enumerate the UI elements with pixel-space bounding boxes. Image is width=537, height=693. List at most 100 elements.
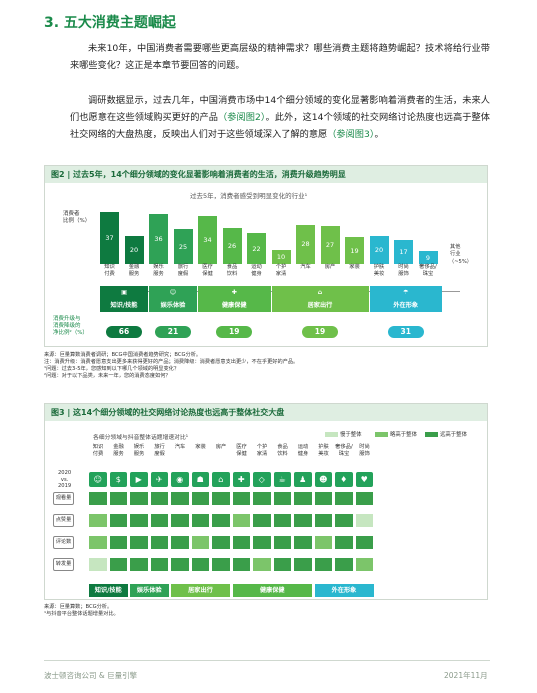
bar-category-label: 家装 (349, 264, 360, 270)
figure-2-title: 图2 | 过去5年，14个细分领域的变化显著影响着消费者的生活，消费升级趋势明显 (45, 166, 487, 183)
group-label: 知识/技能 (100, 299, 148, 312)
footer-publisher: 波士顿咨询公司 & 巨量引擎 (44, 671, 138, 680)
heatmap-cell (89, 536, 107, 549)
heatmap-category-label: 金融 服务 (113, 444, 124, 457)
heatmap-group-label: 知识/技能 (89, 584, 128, 597)
heatmap-cell (253, 492, 271, 505)
heatmap-cell (273, 536, 291, 549)
heatmap-cell (171, 492, 189, 505)
heatmap-group-label: 娱乐体验 (130, 584, 169, 597)
heatmap-cell (294, 558, 312, 571)
heatmap-row-label: 评论数 (53, 536, 74, 549)
figure-2-subtitle: 过去5年，消费者感受到明显变化的行业¹ (190, 192, 308, 200)
upgrade-ratio-value: 31 (387, 326, 424, 338)
footer-date: 2021年11月 (444, 671, 488, 680)
group-icon: ✚ (198, 286, 271, 299)
heatmap-row-label: 转发量 (53, 558, 74, 571)
upgrade-ratio-value: 19 (216, 326, 253, 338)
heatmap-cell (130, 492, 148, 505)
heatmap-cell (314, 492, 332, 505)
heatmap-group-label: 外在形象 (314, 584, 374, 597)
heatmap-cell (171, 514, 189, 527)
heatmap-cell (191, 514, 209, 527)
bar-value-label: 25 (178, 242, 188, 251)
bar-category-label: 房产 (324, 264, 336, 270)
heatmap-cell (335, 558, 353, 571)
heatmap-category-label: 医疗 保健 (236, 444, 247, 457)
bar-value-label: 10 (276, 253, 286, 261)
bar-category-label: 汽车 (300, 264, 311, 270)
intro-paragraph: 未来10年，中国消费者需要哪些更高层级的精神需求？哪些消费主题将趋势崛起？技术将… (70, 43, 490, 71)
figure-3: 图3 | 这14个细分领域的社交网络讨论热度也远高于整体社交大盘 各细分领域与抖… (44, 403, 488, 600)
heatmap-category-label: 护肤 美妆 (318, 444, 329, 457)
heatmap-cell (171, 558, 189, 571)
findings-text-a: 调研数据显示，过去几年，中国消费市场中14个细分领域的变化显著影响着消费者的生活… (70, 95, 490, 123)
bar-category-label: 个护 家清 (275, 264, 287, 277)
bar-category-label: 时尚 服饰 (398, 264, 409, 277)
legend-label: 远高于整体 (440, 432, 467, 438)
heatmap-cell (314, 514, 332, 527)
heatmap-cell (212, 558, 230, 571)
heatmap-category-label: 时尚 服饰 (359, 444, 370, 457)
category-icon: $ (109, 472, 127, 487)
figure-3-title: 图3 | 这14个细分领域的社交网络讨论热度也远高于整体社交大盘 (45, 404, 487, 421)
bar-value-label: 9 (425, 253, 431, 262)
heatmap-cell (150, 514, 168, 527)
heatmap-cell (109, 514, 127, 527)
bar: 34 (198, 216, 217, 264)
figure-2-source: 来源：巨量算数消费者调研；BCG中国消费者趋势研究；BCG分析。 (44, 352, 202, 358)
heatmap-cell (273, 492, 291, 505)
figure-3-reference[interactable]: （参阅图3） (327, 129, 375, 140)
figure-3-source: 来源：巨量算数；BCG分析。 (44, 604, 113, 610)
category-icon: ♦ (335, 472, 353, 487)
bar-category-label: 医疗 保健 (202, 264, 213, 277)
bar: 19 (345, 237, 364, 264)
figure-2-footnote-1: ¹问题：过去3-5年，您感知到以下哪几个领域的明显变化？ (44, 366, 180, 372)
heatmap-cell (253, 514, 271, 527)
heatmap-category-label: 个护 家清 (256, 444, 268, 457)
bar-value-label: 28 (301, 240, 310, 249)
heatmap-cell (150, 492, 168, 505)
heatmap-cell (150, 558, 168, 571)
heatmap-cell (232, 492, 250, 505)
figure-3-subtitle: 各细分领域与抖音整体话题增速对比¹ (93, 435, 189, 441)
figure-2-reference[interactable]: （参阅图2） (218, 112, 266, 123)
heatmap-cell (191, 536, 209, 549)
heatmap-cell (109, 492, 127, 505)
heatmap-category-label: 知识 付费 (92, 444, 104, 457)
bar: 20 (369, 236, 389, 264)
figure-2-footnote-2: ²问题：对于以下品类，未来一年，您的消费态度如何？ (44, 373, 171, 379)
bar-category-label: 食品 饮料 (226, 264, 238, 277)
figure-2-notes: 来源：巨量算数消费者调研；BCG中国消费者趋势研究；BCG分析。 注：消费升级：… (44, 352, 488, 380)
legend-item: 慢于整体 (325, 430, 362, 438)
bar-category-label: 护肤 美妆 (373, 264, 385, 277)
bar-value-label: 19 (350, 246, 359, 255)
bar: 9 (418, 251, 438, 264)
figure-2: 图2 | 过去5年，14个细分领域的变化显著影响着消费者的生活，消费升级趋势明显… (44, 165, 488, 347)
heatmap-cell (335, 492, 353, 505)
heatmap-cell (232, 514, 250, 527)
legend-label: 略高于整体 (390, 432, 417, 438)
heatmap-cell (130, 536, 148, 549)
heatmap-cell (314, 558, 332, 571)
other-industry-label: 其他 行业 (450, 244, 461, 257)
heatmap-cell (232, 558, 250, 571)
bar: 25 (173, 229, 193, 264)
heatmap-cell (232, 536, 250, 549)
heatmap-cell (130, 558, 148, 571)
heatmap-legend: 慢于整体 略高于整体 远高于整体 (325, 430, 485, 440)
upgrade-ratio-value: 19 (302, 326, 338, 338)
y-axis-label: 消费者 比例（%） (63, 211, 91, 224)
legend-item: 略高于整体 (375, 430, 417, 438)
heatmap-row-label: 观看量 (53, 492, 74, 505)
findings-text-c: 。 (374, 129, 384, 140)
category-icon: ☺ (89, 472, 107, 487)
group-icon: ☂ (369, 286, 442, 299)
x-axis-labels: 知识 付费 金融 服务 娱乐 服务 旅行 度假 医疗 保健 食品 饮料 运动 健身 个护 家清… (100, 264, 460, 292)
heatmap-cell (89, 514, 107, 527)
heatmap-cell (355, 514, 373, 527)
heatmap-cell (355, 536, 373, 549)
category-icon: ♥ (355, 472, 373, 487)
heatmap-cell (89, 492, 107, 505)
